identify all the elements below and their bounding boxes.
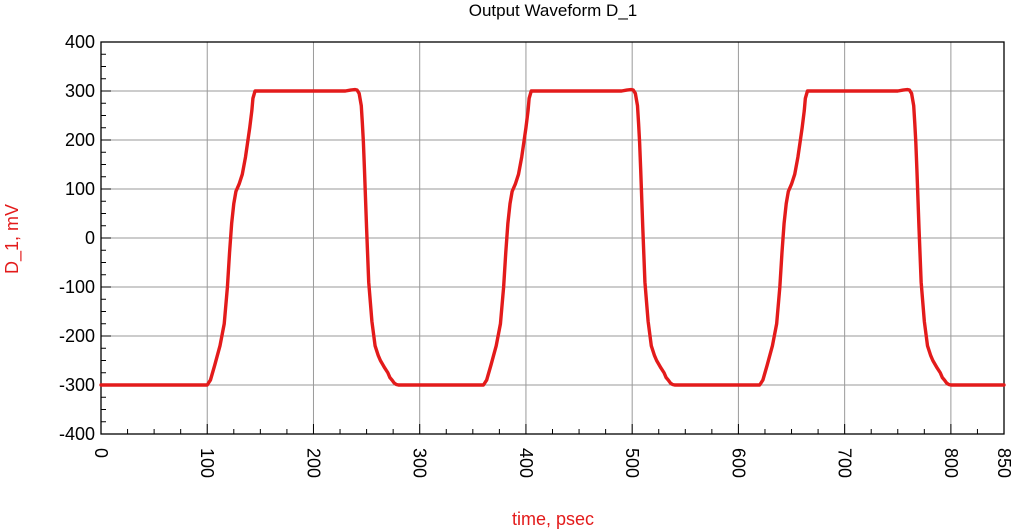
y-tick-label: 100 <box>65 179 95 199</box>
x-tick-label: 500 <box>622 448 642 478</box>
y-tick-label: -100 <box>59 277 95 297</box>
x-tick-label: 700 <box>835 448 855 478</box>
x-tick-label: 200 <box>303 448 323 478</box>
y-tick-labels: 400 300 200 100 0 -100 -200 -300 -400 <box>59 32 95 444</box>
x-tick-label: 400 <box>516 448 536 478</box>
grid-lines <box>101 42 1004 434</box>
y-tick-label: -400 <box>59 424 95 444</box>
series-line-d1 <box>99 87 1006 387</box>
y-tick-label: -300 <box>59 375 95 395</box>
y-tick-label: -200 <box>59 326 95 346</box>
x-tick-label: 800 <box>941 448 961 478</box>
y-tick-label: 300 <box>65 81 95 101</box>
x-tick-labels: 0 100 200 300 400 500 600 700 800 850 <box>91 448 1014 478</box>
y-tick-label: 200 <box>65 130 95 150</box>
x-tick-label: 100 <box>197 448 217 478</box>
x-axis-label: time, psec <box>512 509 594 529</box>
chart-title: Output Waveform D_1 <box>469 1 638 20</box>
x-tick-label: 600 <box>728 448 748 478</box>
x-tick-label: 850 <box>994 448 1014 478</box>
axis-ticks <box>100 41 1005 435</box>
x-tick-label: 0 <box>91 448 111 458</box>
y-tick-label: 400 <box>65 32 95 52</box>
y-axis-label: D_1, mV <box>2 204 23 274</box>
x-tick-label: 300 <box>410 448 430 478</box>
y-tick-label: 0 <box>85 228 95 248</box>
